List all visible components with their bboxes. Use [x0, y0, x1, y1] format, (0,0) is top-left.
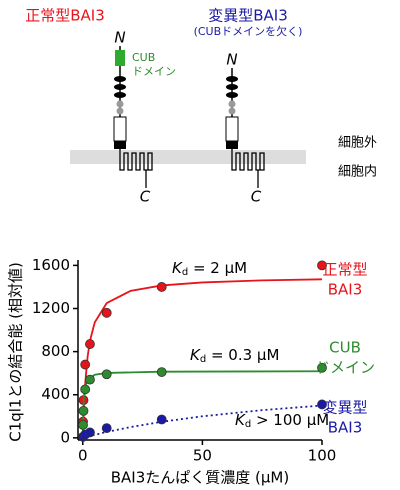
y-tick-label: 0: [60, 428, 70, 446]
diagram: 正常型BAI3 変異型BAI3 (CUBドメインを欠く) 細胞外 細胞内 N C…: [25, 7, 377, 206]
kd-subscript: d: [182, 267, 188, 278]
kd-value: = 0.3 μM: [206, 346, 279, 364]
data-point: [85, 339, 95, 349]
data-point: [85, 427, 95, 438]
kd-symbol: K: [172, 259, 183, 277]
data-point: [80, 359, 91, 370]
data-point: [78, 405, 89, 416]
y-axis-title: C1ql1との結合能 (相対値): [7, 262, 25, 442]
cub-domain: [115, 50, 125, 66]
x-tick-label: 50: [193, 447, 212, 465]
y-tick-label: 1600: [32, 256, 70, 274]
series-label: ドメイン: [315, 359, 375, 377]
kd-symbol: K: [190, 346, 201, 364]
series-label: CUB: [329, 339, 361, 357]
gps-domain: [114, 141, 126, 149]
data-point: [156, 414, 167, 425]
data-point: [317, 260, 327, 271]
kd-symbol: K: [235, 411, 246, 429]
x-tick-label: 0: [78, 447, 88, 465]
kd-annotation: Kd = 0.3 μM: [190, 346, 279, 366]
data-point: [85, 374, 95, 385]
data-point: [78, 420, 88, 430]
y-tick-label: 1200: [32, 299, 70, 317]
data-point: [101, 423, 112, 434]
c-terminus: C: [251, 188, 262, 206]
gray-beads: [228, 100, 236, 115]
y-tick-label: 400: [41, 385, 70, 403]
gray-beads: [116, 100, 124, 115]
n-terminus: N: [226, 51, 237, 69]
mutant-title: 変異型BAI3: [208, 7, 288, 25]
data-point: [317, 362, 327, 373]
n-terminus: N: [114, 29, 125, 47]
mutant-note: (CUBドメインを欠く): [194, 24, 303, 38]
x-axis-title: BAI3たんぱく質濃度 (μM): [111, 469, 289, 487]
transmembrane: [119, 149, 153, 188]
series-label: 変異型: [322, 399, 367, 417]
kd-subscript: d: [245, 419, 251, 430]
domain-box: [225, 116, 239, 142]
transmembrane: [231, 149, 265, 188]
series-label: BAI3: [328, 281, 363, 299]
kd-annotation: Kd = 2 μM: [172, 259, 247, 279]
gps-domain: [226, 141, 238, 149]
membrane: [70, 150, 306, 164]
outside-label: 細胞外: [338, 136, 377, 151]
beads: [226, 76, 238, 98]
kd-subscript: d: [200, 354, 206, 365]
data-point: [156, 282, 167, 292]
y-tick-label: 800: [41, 342, 70, 360]
data-point: [317, 399, 327, 410]
data-point: [101, 369, 112, 380]
kd-value: > 100 μM: [251, 411, 329, 429]
kd-annotation: Kd > 100 μM: [235, 411, 329, 431]
wild-type-title: 正常型BAI3: [25, 7, 105, 25]
kd-value: = 2 μM: [188, 259, 247, 277]
cub-label: ドメイン: [132, 65, 176, 78]
cub-label: CUB: [132, 51, 155, 64]
c-terminus: C: [140, 188, 151, 206]
domain-box: [113, 116, 127, 142]
inside-label: 細胞内: [338, 164, 377, 180]
data-point: [156, 367, 167, 377]
series-label: BAI3: [328, 419, 363, 437]
x-tick-label: 100: [308, 447, 337, 465]
data-point: [101, 307, 112, 318]
series-label: 正常型: [322, 261, 367, 279]
beads: [114, 76, 126, 98]
data-point: [80, 384, 91, 395]
